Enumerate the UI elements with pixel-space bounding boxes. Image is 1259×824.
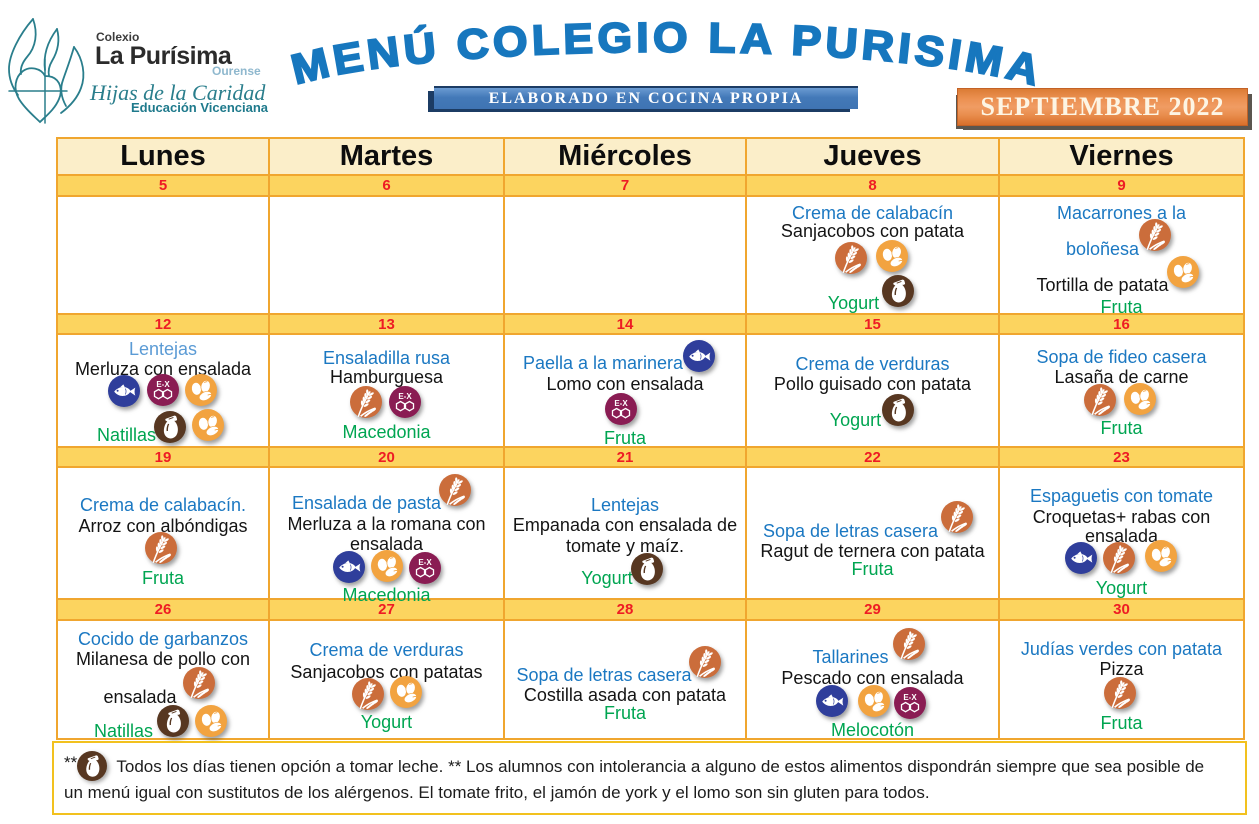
svg-text:MENÚ COLEGIO LA PURISIMA: MENÚ COLEGIO LA PURISIMA (287, 14, 1049, 96)
